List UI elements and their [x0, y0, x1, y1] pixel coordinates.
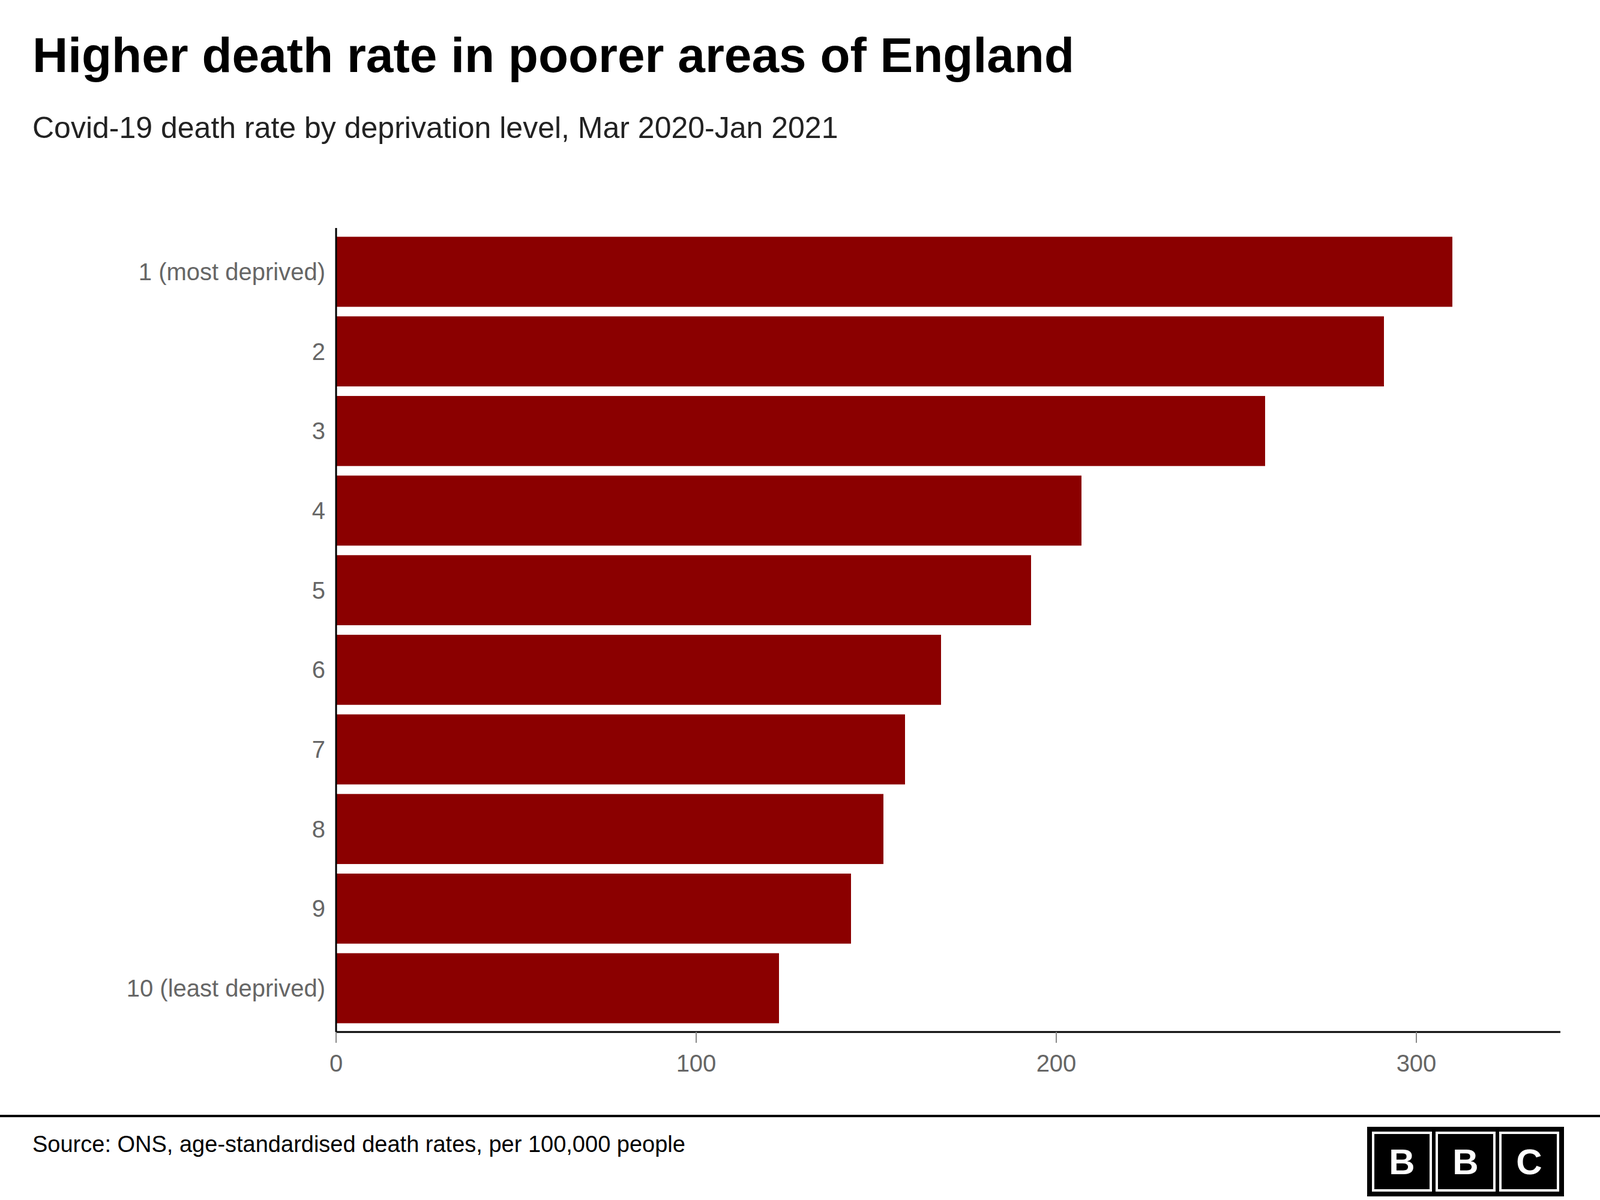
category-label: 8 [312, 816, 326, 843]
bars [336, 237, 1453, 1024]
bar [336, 634, 942, 706]
category-label: 10 (least deprived) [126, 975, 326, 1002]
category-label: 4 [312, 497, 326, 524]
bar [336, 953, 779, 1024]
bar [336, 475, 1082, 547]
category-label: 6 [312, 656, 326, 683]
x-tick-label: 0 [329, 1050, 343, 1077]
category-label: 3 [312, 417, 326, 445]
category-label: 5 [312, 577, 326, 604]
x-tick [335, 1032, 337, 1044]
logo-letter: C [1515, 1142, 1542, 1183]
x-tick-label: 100 [676, 1050, 717, 1077]
bar [336, 873, 852, 945]
source: Source: ONS, age-standardised death rate… [32, 1131, 686, 1158]
bar [336, 396, 1266, 467]
logo-box [1373, 1133, 1431, 1191]
chart: Higher death rate in poorer areas of Eng… [0, 0, 1600, 1200]
background [0, 0, 1600, 1200]
logo: BBC [1367, 1127, 1564, 1197]
y-axis-line [335, 228, 338, 1033]
logo-box [1436, 1133, 1495, 1191]
separator [0, 1115, 1600, 1118]
x-tick-label: 200 [1036, 1050, 1077, 1077]
category-label: 7 [312, 736, 326, 763]
title: Higher death rate in poorer areas of Eng… [32, 27, 1075, 83]
bar [336, 714, 906, 785]
x-tick [695, 1032, 697, 1044]
bar [336, 793, 884, 865]
bar [336, 316, 1384, 387]
x-tick [1415, 1032, 1417, 1044]
bar [336, 237, 1453, 308]
logo-background [1367, 1127, 1564, 1197]
category-label: 1 (most deprived) [138, 258, 326, 286]
bar [336, 555, 1032, 626]
category-label: 9 [312, 895, 326, 922]
logo-box [1500, 1133, 1558, 1191]
logo-letter: B [1452, 1142, 1479, 1183]
x-tick [1055, 1032, 1057, 1044]
subtitle: Covid-19 death rate by deprivation level… [32, 111, 838, 145]
x-axis-line [336, 1031, 1561, 1034]
category-label: 2 [312, 338, 326, 365]
logo-letter: B [1388, 1142, 1415, 1183]
x-tick-label: 300 [1396, 1050, 1437, 1077]
